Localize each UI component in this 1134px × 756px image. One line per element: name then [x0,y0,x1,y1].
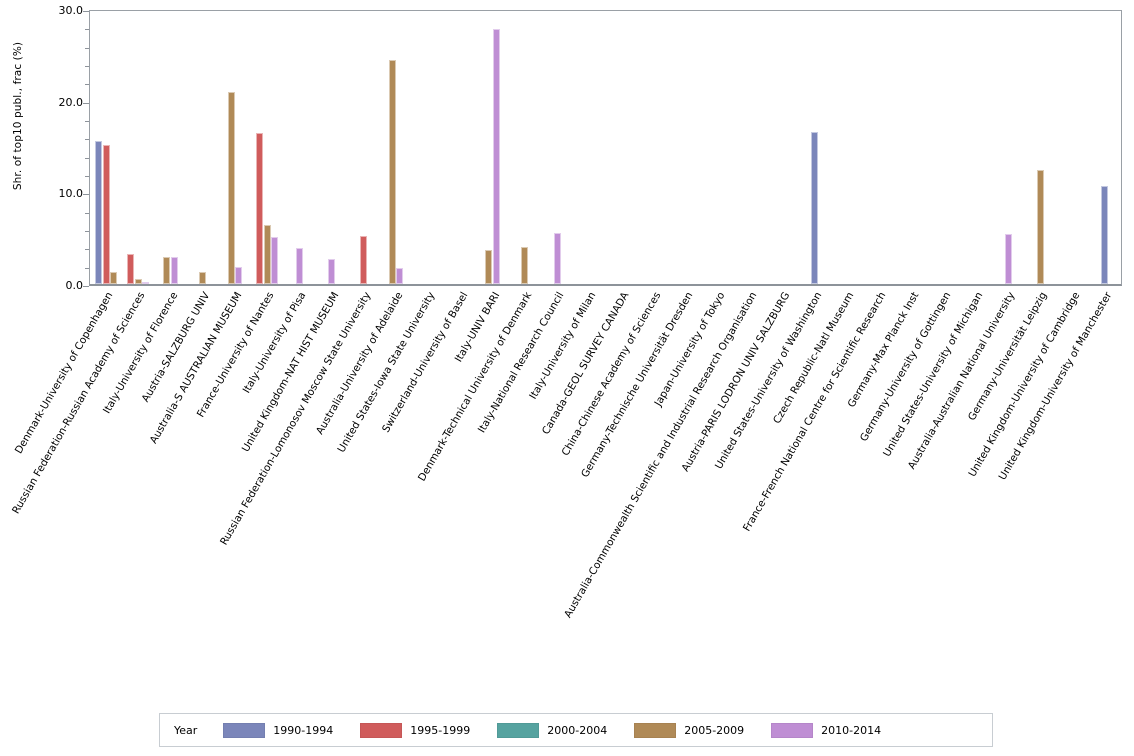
bar-group [388,9,404,284]
bar [134,279,142,284]
legend-entry[interactable]: 2010-2014 [771,722,882,738]
y-axis-minor-tick [85,29,89,31]
bar [396,268,404,284]
y-axis-minor-tick [85,212,89,214]
bar [95,141,102,284]
bar [811,131,819,284]
y-axis-minor-tick [85,267,89,269]
bar-group [328,9,336,284]
y-axis-minor-tick [85,249,89,251]
bars-container [90,9,1121,284]
legend-swatch [360,722,403,738]
bar-group [485,9,501,284]
bar-group [360,9,368,284]
bar-group [95,9,118,284]
y-axis-tick-label: 20.0 [58,95,84,109]
y-axis-minor-tick [85,47,89,49]
legend-label: 1995-1999 [410,723,471,737]
legend-swatch [771,722,814,738]
bar-group [199,9,207,284]
bar [271,237,279,284]
y-axis-tick-label: 10.0 [58,187,84,201]
bar-group [553,9,561,284]
bar-group [1036,9,1044,284]
y-axis-minor-tick [85,176,89,177]
legend-entry[interactable]: 1995-1999 [360,722,471,738]
legend-entry[interactable]: 2000-2004 [497,722,608,738]
legend-label: 1990-1994 [273,723,334,737]
bar [388,60,396,284]
bar [521,247,529,284]
bar [227,92,235,284]
bar [110,272,118,284]
legend-entry[interactable]: 1990-1994 [223,722,334,738]
y-axis-tick-label: 0.0 [65,279,84,292]
bar [102,144,110,284]
y-axis-major-tick [83,11,89,12]
bar-group [1101,9,1109,284]
y-axis-minor-tick [85,121,89,122]
x-axis-tick-labels: Denmark-University of Copenhagen Russian … [10,288,1134,708]
bar [170,256,178,284]
legend-swatch [223,722,266,738]
bar [142,282,150,284]
y-axis-minor-tick [85,231,89,232]
bar [328,259,336,284]
legend-entry[interactable]: 2005-2009 [634,722,745,738]
y-axis-minor-tick [85,84,89,86]
legend-label: 2010-2014 [821,723,882,737]
bar [256,132,264,284]
bar [1004,233,1012,284]
y-axis-minor-tick [85,139,89,141]
legend-label: 2000-2004 [547,723,608,737]
y-axis-minor-tick [85,66,89,67]
legend-title: Year [174,723,198,737]
bar [360,236,368,284]
bar-group [127,9,150,284]
bar [163,257,171,284]
bar-group [256,9,279,284]
bar-group [521,9,529,284]
bar [493,29,501,284]
bar-group [163,9,178,284]
y-axis-major-tick [83,102,89,104]
legend: Year 1990-1994 1995-1999 2000-2004 2005-200… [159,713,993,747]
bar [295,248,303,284]
bar-group [227,9,243,284]
legend-swatch [634,722,677,738]
bar [1101,185,1109,284]
y-axis-label: Shr. of top10 publ., frac (%) [12,41,24,191]
bar-group [811,9,819,284]
bar [1036,170,1044,284]
bar [235,266,243,284]
y-axis-minor-tick [85,157,89,159]
bar-group [295,9,303,284]
y-axis-tick-label: 30.0 [58,4,84,17]
bar-group [1004,9,1012,284]
legend-entries: 1990-1994 1995-1999 2000-2004 2005-2009 2010… [223,722,908,738]
bar [485,250,493,284]
y-axis-major-tick [83,194,89,196]
bar [263,225,271,284]
bar [553,232,561,284]
y-axis-major-tick [83,286,89,287]
legend-swatch [497,722,540,738]
bar [199,272,207,284]
legend-label: 2005-2009 [684,723,745,737]
bar [127,253,135,284]
plot-area [89,10,1122,286]
